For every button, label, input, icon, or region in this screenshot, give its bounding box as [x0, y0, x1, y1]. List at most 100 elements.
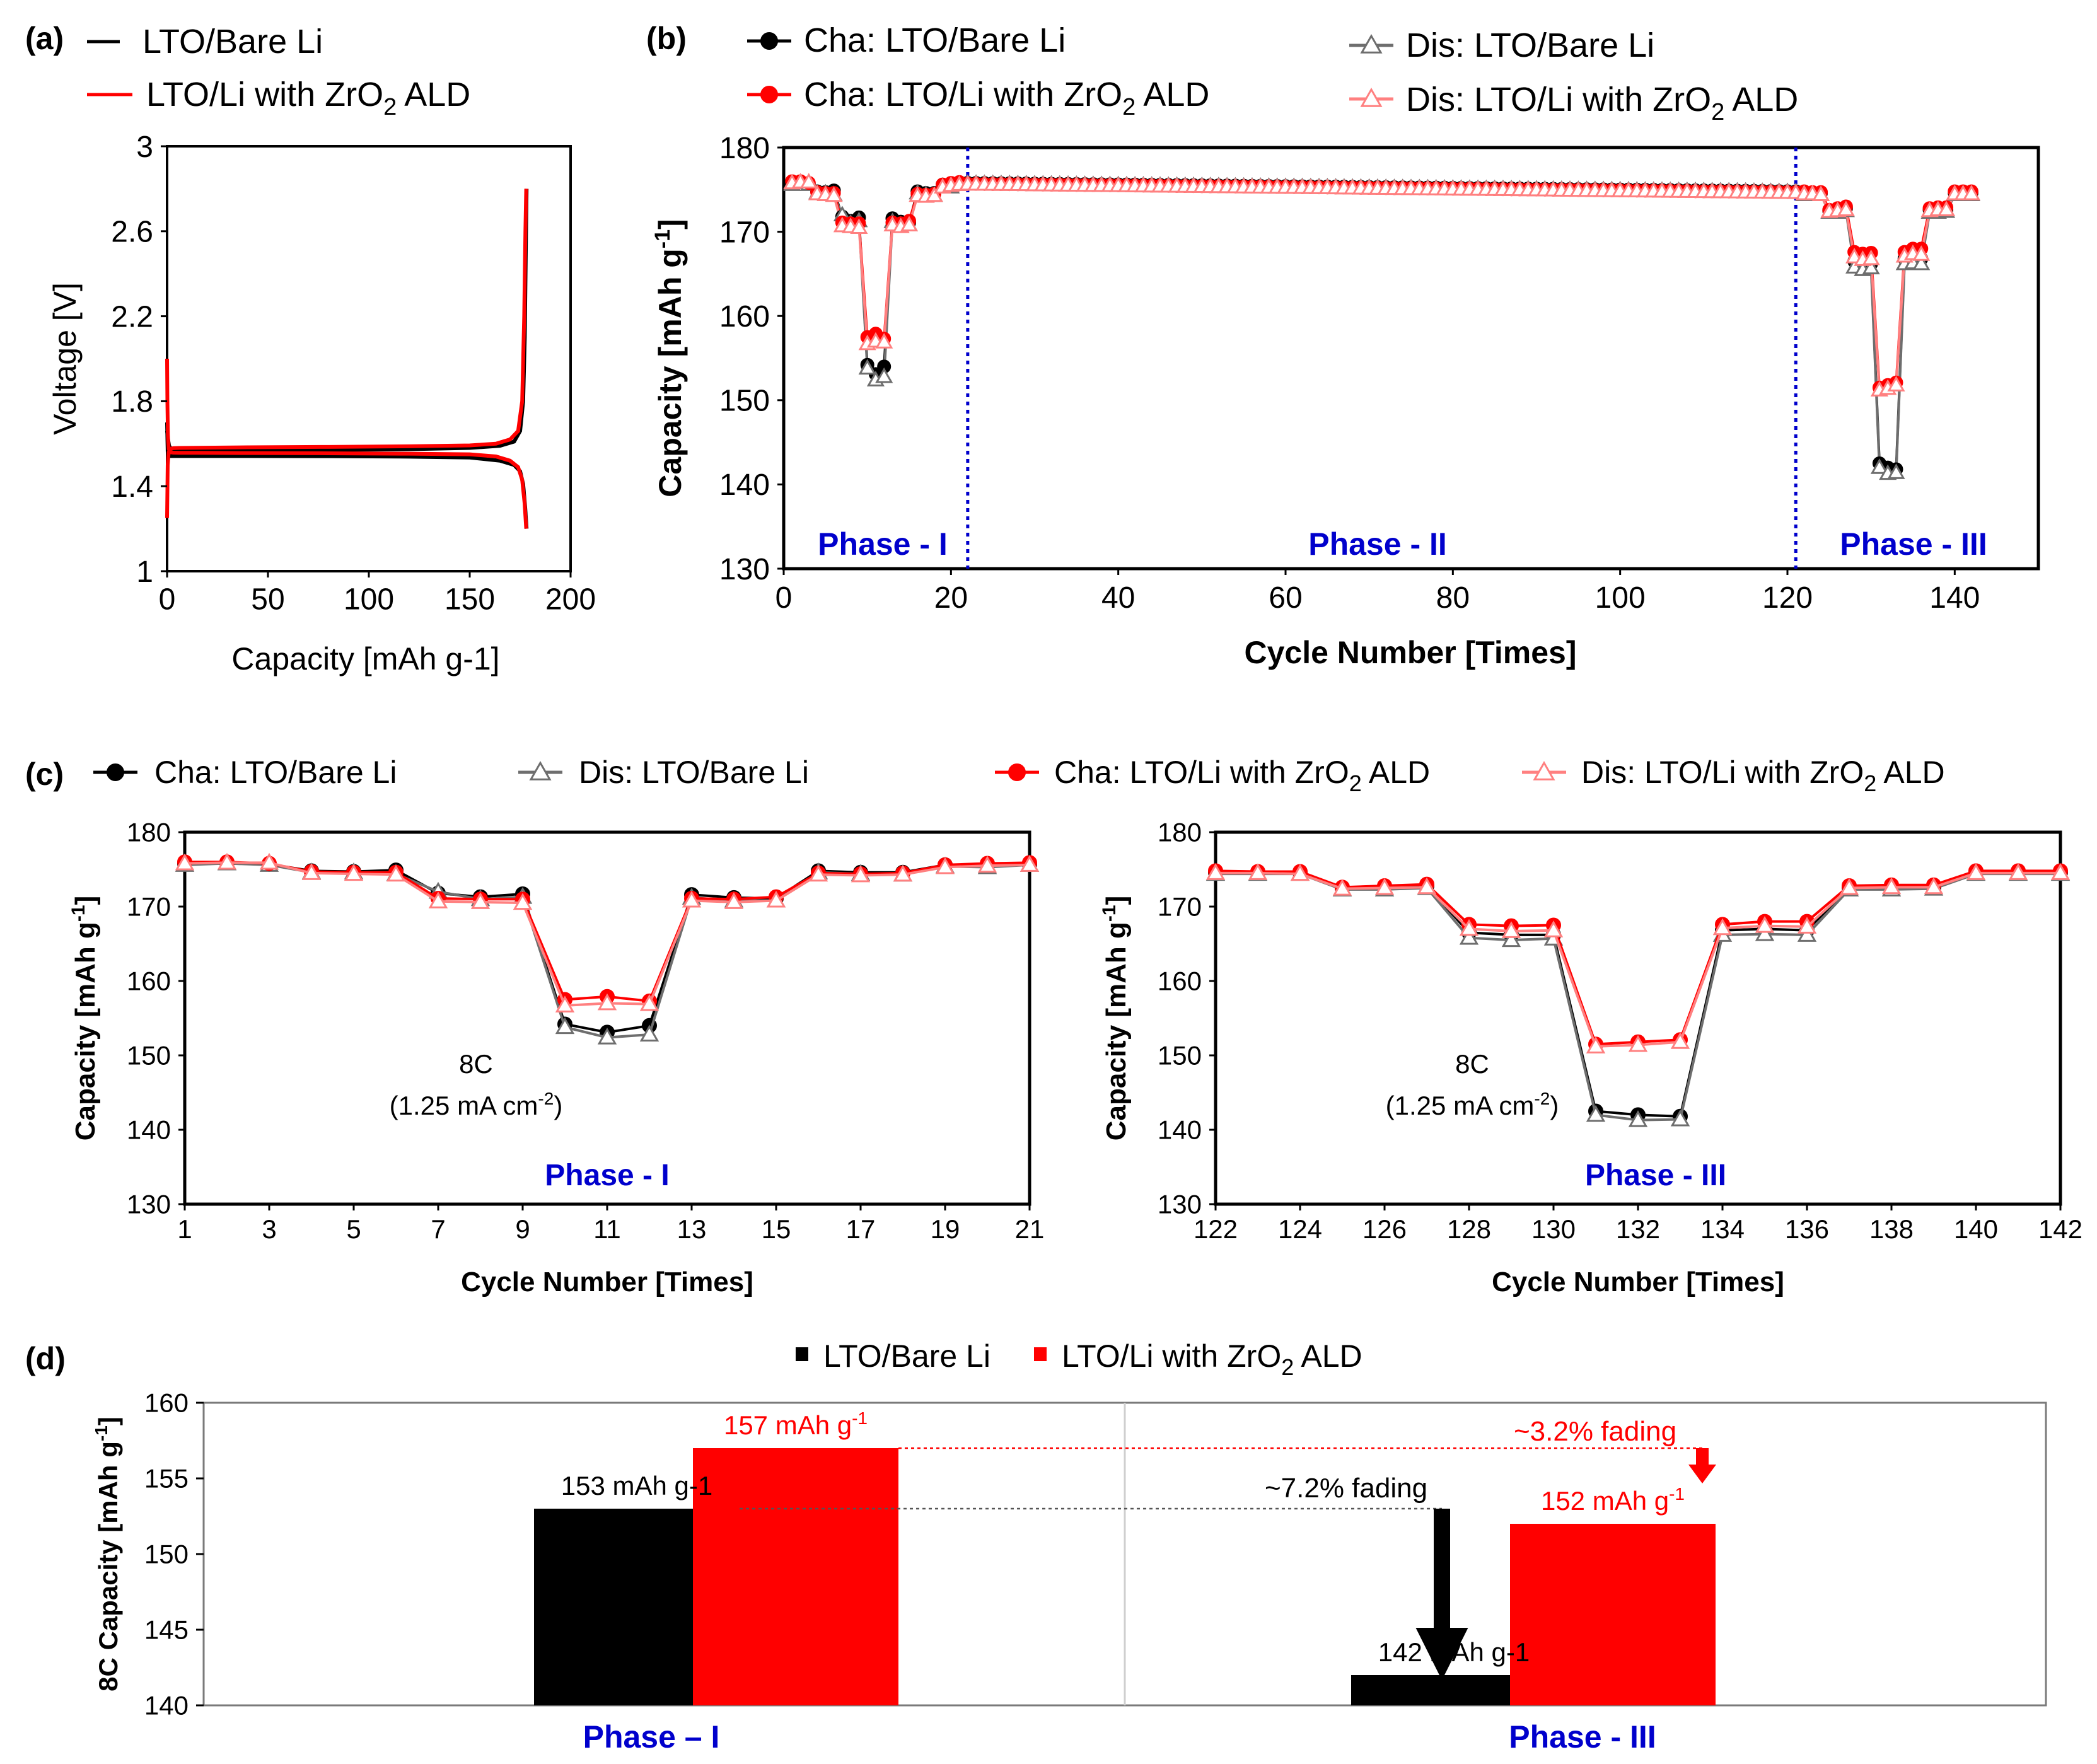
panel-a-y-tick-label: 1.4 — [111, 470, 153, 504]
panel-c-left-series — [175, 852, 1040, 1045]
data-point — [2050, 863, 2071, 880]
panel-c-x-tick-label: 128 — [1447, 1214, 1491, 1244]
data-point — [925, 186, 943, 202]
data-point — [1797, 917, 1817, 934]
series-line — [1216, 873, 2060, 1122]
panel-c-right-x-label: Cycle Number [Times] — [1492, 1267, 1784, 1297]
data-point — [893, 864, 913, 882]
panel-d-annotations: 153 mAh g-1 157 mAh g-1 142 mAh g-1 152 mAh… — [561, 1408, 1716, 1680]
data-point — [470, 892, 491, 909]
annotation-current-right: (1.25 mA cm-2) — [1386, 1089, 1559, 1120]
data-point — [217, 852, 237, 870]
data-point — [1839, 878, 1859, 895]
panel-c-x-tick-label: 1 — [177, 1214, 192, 1244]
panel-c-y-tick-label: 150 — [1158, 1041, 1202, 1071]
data-point — [513, 893, 533, 910]
panel-c-y-tick-label: 170 — [127, 892, 171, 922]
panel-c-right-y-ticks: 130 140 150 160 170 180 — [1158, 818, 1216, 1219]
panel-c-left-y-label: Capacity [mAh g-1] — [68, 896, 101, 1141]
data-point — [1628, 1110, 1648, 1127]
legend-marker — [1533, 761, 1555, 780]
panel-a-x-tick-label: 200 — [545, 583, 596, 616]
panel-b-x-ticks: 0 20 40 60 80 100 120 140 — [775, 569, 1980, 615]
data-point — [858, 359, 876, 375]
phase-label-i-c: Phase - I — [545, 1159, 669, 1192]
voltage-curve — [165, 358, 528, 529]
legend-marker — [760, 32, 778, 50]
panel-b-x-tick-label: 120 — [1762, 581, 1813, 615]
panel-b-y-tick-label: 130 — [719, 553, 770, 586]
fading-arrow-zro2-shaft — [1696, 1448, 1709, 1465]
panel-d-y-tick-label: 150 — [144, 1540, 189, 1569]
data-point — [875, 333, 893, 349]
panel-c-x-tick-label: 134 — [1700, 1214, 1745, 1244]
panel-b-y-tick-label: 140 — [719, 468, 770, 502]
legend-marker — [760, 86, 778, 103]
data-point — [1459, 927, 1479, 945]
data-point — [1797, 925, 1817, 942]
panel-b-x-label: Cycle Number [Times] — [1244, 635, 1576, 670]
data-point — [175, 853, 195, 871]
panel-c-y-tick-label: 150 — [127, 1041, 171, 1071]
bar — [1510, 1524, 1716, 1705]
panel-d-legend: LTO/Bare Li LTO/Li with ZrO2 ALD — [796, 1338, 1362, 1380]
panel-b-letter: (b) — [646, 21, 687, 56]
panel-b-x-tick-label: 80 — [1436, 581, 1470, 615]
bar-value-label: 153 mAh g-1 — [561, 1471, 712, 1500]
series-line — [792, 180, 1972, 390]
panel-a-y-tick-label: 2.2 — [111, 300, 153, 334]
data-point — [1962, 184, 1980, 200]
data-point — [682, 890, 702, 908]
data-point — [1628, 1035, 1648, 1052]
panel-c-x-tick-label: 5 — [346, 1214, 361, 1244]
panel-b-x-tick-label: 100 — [1595, 581, 1646, 615]
panel-b-y-label: Capacity [mAh g-1] — [651, 219, 688, 497]
data-point — [1912, 254, 1931, 270]
panel-c-y-tick-label: 130 — [127, 1190, 171, 1219]
fading-label-bare: ~7.2% fading — [1265, 1473, 1427, 1504]
panel-a-y-ticks: 1 1.4 1.8 2.2 2.6 3 — [111, 131, 167, 589]
data-point — [1755, 916, 1775, 933]
panel-d-y-label: 8C Capacity [mAh g-1] — [91, 1417, 123, 1691]
panel-a-x-tick-label: 100 — [344, 583, 394, 616]
panel-c-right-chart: 130 140 150 160 170 180 122 124 126 128 130 132 134… — [1099, 818, 2082, 1297]
panel-c-x-tick-label: 124 — [1278, 1214, 1322, 1244]
panel-c-x-tick-label: 11 — [593, 1214, 621, 1244]
legend-label-dis-bare: Dis: LTO/Bare Li — [1406, 26, 1654, 64]
panel-b-y-tick-label: 150 — [719, 385, 770, 418]
data-point — [1019, 855, 1040, 872]
panel-b-plot-frame — [782, 146, 2040, 571]
data-point — [1837, 200, 1855, 216]
series-line — [1215, 869, 2060, 1046]
panel-d: (d) LTO/Bare Li LTO/Li with ZrO2 ALD 140… — [25, 1338, 2047, 1755]
legend-marker — [529, 761, 552, 780]
data-point — [1586, 1105, 1606, 1122]
series-line — [184, 861, 1030, 1007]
panel-a-y-tick-label: 1 — [136, 555, 153, 589]
data-point — [977, 856, 997, 873]
panel-c-x-tick-label: 3 — [262, 1214, 276, 1244]
panel-c-y-tick-label: 130 — [1158, 1190, 1202, 1219]
panel-b-y-ticks: 130 140 150 160 170 180 — [719, 132, 784, 586]
data-point — [1670, 1109, 1690, 1127]
data-point — [555, 1017, 575, 1035]
bar-value-label: 142 mAh g-1 — [1378, 1637, 1530, 1667]
panel-a-curves — [165, 189, 529, 529]
panel-d-letter: (d) — [25, 1341, 66, 1376]
legend-swatch-bare-d — [796, 1347, 808, 1361]
panel-c-right-x-ticks: 122 124 126 128 130 132 134 136 138 140 142 — [1194, 1204, 2082, 1244]
data-point — [1332, 879, 1352, 896]
panel-a-y-tick-label: 1.8 — [111, 385, 153, 419]
legend-label-cha-bare: Cha: LTO/Bare Li — [804, 21, 1066, 59]
data-point — [935, 857, 955, 874]
bar-value-label: 152 mAh g-1 — [1541, 1484, 1685, 1516]
phase-label-i: Phase - I — [818, 526, 948, 562]
legend-label-bare-d: LTO/Bare Li — [823, 1338, 990, 1374]
panel-c-x-tick-label: 132 — [1616, 1214, 1660, 1244]
panel-c-x-tick-label: 9 — [515, 1214, 530, 1244]
panel-d-bars — [534, 1448, 1716, 1705]
data-point — [1862, 258, 1880, 275]
panel-c-left-y-ticks: 130 140 150 160 170 180 — [127, 818, 185, 1219]
data-point — [1501, 930, 1521, 948]
